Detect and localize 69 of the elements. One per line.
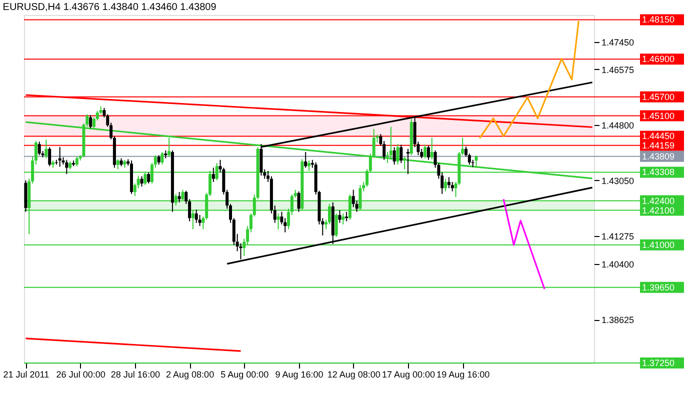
x-tick-label: 28 Jul 16:00 [110,370,160,380]
candlestick [396,144,400,166]
x-tick-label: 19 Aug 16:00 [436,370,490,380]
ref-line-label: 1.48150 [642,14,675,25]
ref-line-label: 1.43308 [642,167,675,178]
ref-line-label: 1.46900 [642,54,675,64]
candlestick [474,154,478,168]
candlestick [48,146,52,167]
candlestick [212,167,215,182]
ref-line-label: 1.41000 [642,240,675,250]
candlestick [140,176,144,188]
candlestick [89,114,92,129]
y-tick-label: 1.44800 [602,120,634,131]
candlestick [178,191,181,203]
candlestick [75,156,78,167]
ref-line-label: 1.37250 [642,358,675,368]
ref-line-label: 1.45700 [642,92,675,102]
candlestick [403,156,406,170]
candlestick [426,145,430,160]
ref-line-label: 1.43809 [642,151,675,162]
x-tick-label: 17 Aug 00:00 [382,370,436,380]
ref-line-label: 1.42400 [642,196,675,206]
ref-line-label: 1.42100 [642,205,675,216]
line-series [478,20,580,139]
candlestick [424,144,427,159]
candlestick [447,176,450,189]
x-tick-label: 12 Aug 08:00 [327,370,380,380]
y-tick-label: 1.41275 [602,232,634,242]
candlestick [342,212,345,225]
ref-line-label: 1.45100 [642,110,675,121]
line-series [502,198,546,290]
candlestick [352,189,355,208]
candlestick [450,181,454,192]
candlestick [65,159,68,175]
y-tick-label: 1.47450 [602,37,634,48]
candlestick [38,141,41,156]
candlestick [444,178,448,192]
candlestick [400,144,403,164]
y-tick-label: 1.46575 [602,64,634,75]
candlestick [160,151,164,166]
candlestick [147,172,150,184]
candlestick [168,137,171,158]
candlestick [157,154,160,166]
candlestick [44,139,48,159]
x-tick-label: 26 Jul 00:00 [56,370,106,380]
candlestick [334,212,338,238]
x-tick-label: 21 Jul 2011 [3,370,50,380]
candlestick [194,209,198,224]
x-tick-label: 9 Aug 16:00 [275,370,324,380]
ref-line-label: 1.39650 [642,282,675,292]
candlestick [304,151,308,168]
y-tick-label: 1.38625 [602,315,634,326]
candlestick [406,148,410,175]
y-tick-label: 1.40400 [602,259,634,270]
ref-line-label: 1.44450 [642,131,675,142]
x-tick-label: 5 Aug 00:00 [220,370,269,380]
candlestick [345,211,348,222]
x-tick-label: 2 Aug 08:00 [166,370,214,380]
candlestick [430,137,434,160]
candlestick [276,212,280,230]
chart-title: EURUSD,H4 1.43676 1.43840 1.43460 1.43809 [2,2,217,14]
candlestick [58,146,62,168]
y-tick-label: 1.43050 [602,176,634,186]
candlestick [392,146,396,166]
ref-line-label: 1.44159 [642,140,675,150]
candlestick [116,158,120,170]
candlestick [338,210,342,224]
candlestick [389,126,392,160]
candlestick [297,190,300,212]
